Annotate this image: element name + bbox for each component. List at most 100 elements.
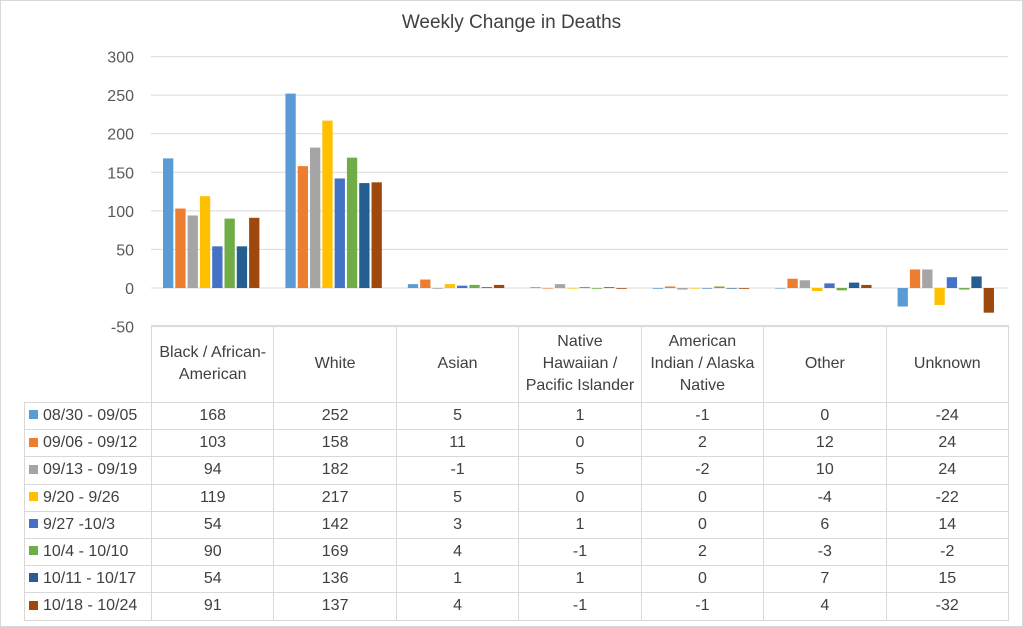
category-header: Other xyxy=(763,325,887,403)
bar xyxy=(444,284,456,288)
bar xyxy=(420,279,431,288)
table-cell: -1 xyxy=(395,456,520,485)
table-cell: 0 xyxy=(640,565,765,594)
bar xyxy=(861,284,872,288)
category-header-line: Native xyxy=(557,333,603,350)
table-cell: -24 xyxy=(885,401,1009,431)
table-cell: 5 xyxy=(395,401,520,431)
table-cell: 0 xyxy=(518,429,642,458)
bar xyxy=(334,178,345,288)
series-name: 10/18 - 10/24 xyxy=(43,597,138,615)
category-header-line: Asian xyxy=(437,355,478,372)
table-cell: 4 xyxy=(763,592,887,621)
series-name: 09/06 - 09/12 xyxy=(43,434,138,452)
series-name: 08/30 - 09/05 xyxy=(43,407,138,425)
table-row: 09/13 - 09/19 94 182 -1 5 -2 10 24 xyxy=(24,456,1009,485)
table-cell: 182 xyxy=(273,456,397,485)
category-header: Unknown xyxy=(885,325,1009,403)
y-tick-label: 150 xyxy=(107,165,134,182)
table-cell: 168 xyxy=(150,401,275,431)
y-tick-label: 50 xyxy=(116,242,134,259)
legend-entry: 10/11 - 10/17 xyxy=(24,565,152,594)
bar xyxy=(481,287,492,288)
legend-entry: 08/30 - 09/05 xyxy=(24,401,152,431)
table-cell: 1 xyxy=(518,401,642,431)
bar xyxy=(726,288,737,289)
table-cell: -1 xyxy=(640,592,765,621)
bar xyxy=(199,196,211,288)
table-corner xyxy=(24,325,152,403)
bar xyxy=(567,288,578,289)
legend-swatch xyxy=(29,519,38,529)
bar xyxy=(249,217,260,288)
table-row: 09/06 - 09/12 103 158 11 0 2 12 24 xyxy=(24,429,1009,458)
table-cell: 14 xyxy=(885,510,1009,539)
bar xyxy=(285,93,296,288)
table-row: 9/27 -10/3 54 142 3 1 0 6 14 xyxy=(24,510,1009,539)
table-cell: 1 xyxy=(518,565,642,594)
table-cell: -2 xyxy=(885,537,1009,567)
legend-swatch xyxy=(29,600,38,610)
bar xyxy=(224,218,235,288)
table-cell: 24 xyxy=(885,456,1009,485)
bar xyxy=(983,288,994,313)
table-cell: 90 xyxy=(150,537,275,567)
legend-swatch xyxy=(29,573,38,583)
bar xyxy=(432,288,443,289)
bar xyxy=(554,284,566,288)
bar xyxy=(934,288,945,305)
table-cell: 15 xyxy=(885,565,1009,594)
bar xyxy=(946,277,958,288)
bar xyxy=(346,157,358,288)
legend-swatch xyxy=(29,464,38,474)
category-header-line: Other xyxy=(804,355,845,372)
bar xyxy=(236,246,248,288)
bar xyxy=(775,288,786,289)
category-header-line: Native xyxy=(679,377,726,394)
table-cell: 54 xyxy=(150,510,275,539)
table-cell: 137 xyxy=(273,592,397,621)
table-cell: 2 xyxy=(640,537,765,567)
data-table: Black / African- American White Asian Native… xyxy=(24,325,1009,621)
bar xyxy=(689,288,700,289)
table-cell: 158 xyxy=(273,429,397,458)
table-cell: 5 xyxy=(518,456,642,485)
category-header-line: American xyxy=(668,333,737,350)
category-header-line: American xyxy=(178,366,247,383)
bar xyxy=(359,183,370,288)
table-cell: 5 xyxy=(395,483,520,512)
table-row: 10/11 - 10/17 54 136 1 1 0 7 15 xyxy=(24,565,1009,594)
bar xyxy=(922,269,933,288)
series-name: 10/11 - 10/17 xyxy=(43,570,137,588)
table-cell: -32 xyxy=(885,592,1009,621)
category-header-line: Hawaiian / xyxy=(542,355,618,372)
bar xyxy=(652,288,664,289)
legend-entry: 10/18 - 10/24 xyxy=(24,592,152,621)
table-cell: -1 xyxy=(518,537,642,567)
table-cell: 2 xyxy=(640,429,765,458)
bar xyxy=(371,182,382,288)
legend-entry: 10/4 - 10/10 xyxy=(24,537,152,567)
bar xyxy=(787,278,798,288)
legend-entry: 09/13 - 09/19 xyxy=(24,456,152,485)
bar xyxy=(579,287,590,288)
table-cell: -4 xyxy=(763,483,887,512)
table-cell: 252 xyxy=(273,401,397,431)
table-cell: -1 xyxy=(518,592,642,621)
legend-swatch xyxy=(29,437,38,447)
table-cell: 119 xyxy=(150,483,275,512)
bar xyxy=(457,285,468,288)
legend-swatch xyxy=(29,410,38,420)
category-header: White xyxy=(273,325,397,403)
bar xyxy=(591,288,603,289)
table-cell: 4 xyxy=(395,592,520,621)
chart-title: Weekly Change in Deaths xyxy=(401,12,622,33)
table-cell: 217 xyxy=(273,483,397,512)
bar xyxy=(163,158,174,288)
bar xyxy=(665,286,676,288)
bar xyxy=(799,280,811,288)
table-cell: 0 xyxy=(763,401,887,431)
bar xyxy=(677,288,688,290)
bar xyxy=(812,288,823,292)
table-cell: 1 xyxy=(518,510,642,539)
